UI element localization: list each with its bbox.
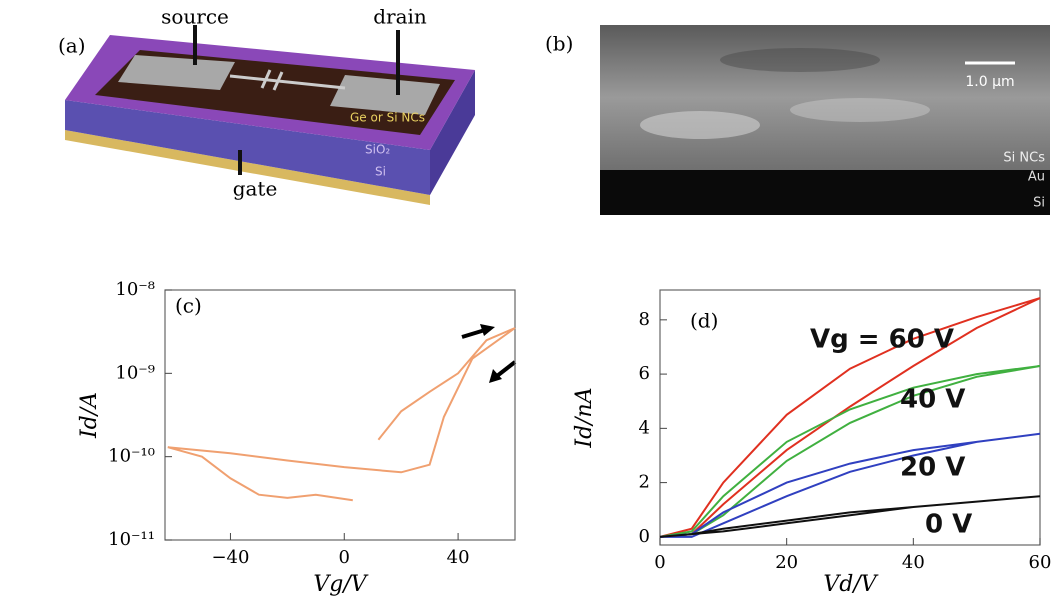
x-tick-label: 40 [447, 547, 470, 568]
y-axis-label: Id/nA [572, 387, 597, 448]
data-line [168, 328, 515, 500]
y-tick-label: 10⁻⁹ [115, 362, 155, 383]
y-tick-label: 0 [639, 526, 650, 547]
layer-label: SiO₂ [365, 143, 390, 157]
texture [790, 98, 930, 122]
x-tick-label: 0 [654, 552, 665, 573]
panel-label: (b) [545, 32, 573, 56]
y-tick-label: 6 [639, 363, 650, 384]
x-tick-label: 60 [1029, 552, 1052, 573]
layer-label: Au [1028, 170, 1045, 185]
x-tick-label: 40 [902, 552, 925, 573]
layer-label: Si [375, 165, 386, 179]
panel-b: (b) 1.0 μm Si NCs Au Si [545, 25, 1050, 215]
x-axis-label: Vg/V [313, 572, 368, 597]
y-axis-label: Id/A [77, 392, 102, 439]
arrow-head [480, 324, 495, 336]
plot-frame [165, 290, 515, 540]
annotation: (c) [175, 294, 202, 318]
y-tick-label: 8 [639, 309, 650, 330]
data-line [660, 434, 1040, 537]
texture [640, 111, 760, 139]
arrow [497, 362, 515, 376]
y-tick-label: 10⁻¹¹ [108, 529, 155, 550]
layer-label: Si NCs [1003, 151, 1045, 166]
label: source [161, 5, 229, 29]
scale-label: 1.0 μm [965, 74, 1014, 90]
substrate [600, 170, 1050, 215]
label: gate [233, 177, 278, 201]
x-tick-label: −40 [211, 547, 249, 568]
annotation: (d) [690, 309, 718, 333]
x-axis-label: Vd/V [823, 572, 878, 597]
y-tick-label: 10⁻⁸ [115, 279, 155, 300]
panel-a: (a) source drain gate Ge or Si NCs SiO₂ … [58, 5, 475, 206]
label: drain [373, 5, 427, 29]
x-tick-label: 20 [775, 552, 798, 573]
x-tick-label: 0 [339, 547, 350, 568]
series-label: 20 V [900, 453, 965, 483]
figure: (a) source drain gate Ge or Si NCs SiO₂ … [0, 0, 1057, 603]
label: Ge or Si NCs [350, 111, 425, 125]
series-label: Vg = 60 V [810, 325, 954, 355]
series-label: 40 V [900, 385, 965, 415]
y-tick-label: 10⁻¹⁰ [108, 446, 155, 467]
y-tick-label: 2 [639, 472, 650, 493]
sem-image [600, 25, 1050, 170]
texture [720, 48, 880, 72]
y-tick-label: 4 [639, 417, 650, 438]
layer-label: Si [1033, 196, 1045, 211]
arrow [462, 330, 485, 337]
series-label: 0 V [925, 510, 972, 540]
panel-label: (a) [58, 34, 86, 58]
